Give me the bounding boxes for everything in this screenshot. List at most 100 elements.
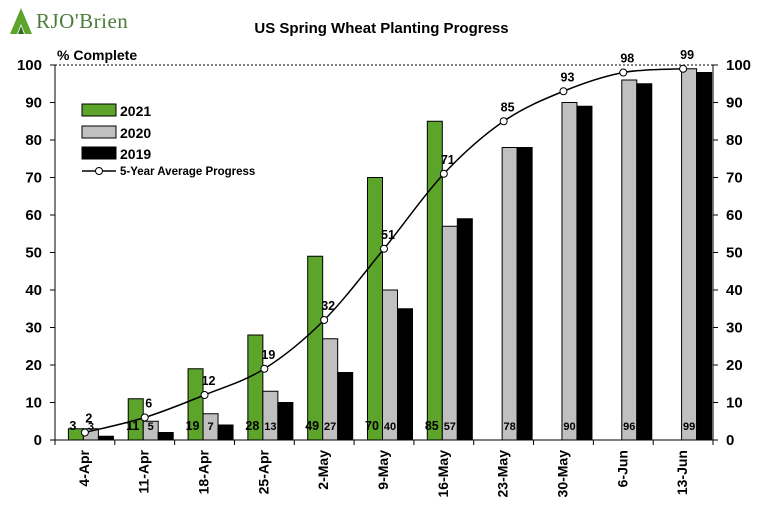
- x-tick-label: 4-Apr: [76, 449, 92, 486]
- legend-label-2019: 2019: [120, 146, 151, 162]
- bar-2021: [187, 368, 204, 441]
- y-tick-label-left: 50: [25, 245, 42, 262]
- line-label: 12: [202, 374, 216, 388]
- x-tick-label: 25-Apr: [255, 449, 271, 494]
- bar-2019: [397, 308, 413, 441]
- bar-2020: [441, 225, 458, 441]
- line-point: [439, 169, 448, 178]
- line-label: 99: [680, 48, 694, 62]
- line-point: [200, 391, 209, 399]
- x-tick-label: 13-Jun: [674, 450, 690, 495]
- brand-logo: RJO'Brien: [10, 8, 128, 34]
- line-point: [499, 117, 508, 126]
- line-label: 32: [321, 299, 335, 313]
- y-tick-label-left: 70: [25, 170, 42, 187]
- bar-label-2020: 57: [444, 421, 456, 433]
- bar-2021: [247, 334, 264, 441]
- line-label: 85: [501, 100, 515, 114]
- bar-2021: [307, 255, 324, 441]
- line-label: 2: [85, 412, 92, 426]
- bar-2021: [367, 177, 383, 441]
- bar-2020: [561, 102, 578, 441]
- line-point: [619, 68, 628, 77]
- bar-2019: [636, 83, 653, 441]
- legend-swatch-2020: [81, 125, 117, 139]
- line-label: 98: [620, 52, 634, 66]
- y-tick-label-left: 30: [25, 320, 42, 337]
- y-tick-label-left: 10: [25, 395, 42, 412]
- y-tick-label-left: 100: [17, 57, 42, 74]
- y-tick-label-left: 40: [25, 282, 42, 299]
- x-tick-label: 18-Apr: [196, 449, 212, 494]
- y-tick-label-right: 90: [726, 95, 743, 112]
- logo-mark-icon: [10, 8, 32, 34]
- bar-2021: [426, 120, 443, 441]
- y-tick-label-right: 80: [726, 132, 743, 149]
- y-tick-label-left: 60: [25, 207, 42, 224]
- legend-swatch-marker: [95, 167, 103, 175]
- y-tick-label-right: 20: [726, 357, 743, 374]
- bar-label-2020: 78: [504, 421, 516, 433]
- y-tick-label-right: 60: [726, 207, 743, 224]
- bar-label-2021: 19: [186, 419, 200, 433]
- y-tick-label-left: 20: [25, 357, 42, 374]
- y-tick-label-right: 40: [726, 282, 743, 299]
- bar-2019: [576, 105, 593, 441]
- bar-2020: [621, 79, 638, 441]
- line-point: [80, 428, 89, 437]
- bar-label-2021: 85: [425, 419, 439, 433]
- y-tick-label-right: 30: [726, 320, 743, 337]
- line-point: [559, 87, 568, 96]
- bar-label-2020: 13: [264, 421, 276, 433]
- x-tick-label: 30-May: [554, 450, 570, 498]
- bar-label-2020: 27: [324, 421, 336, 433]
- bar-2020: [501, 147, 518, 441]
- bar-label-2020: 7: [207, 421, 213, 433]
- bar-2019: [456, 218, 473, 441]
- y-tick-label-left: 80: [25, 132, 42, 149]
- x-tick-label: 9-May: [375, 450, 391, 490]
- y-tick-label-right: 100: [726, 57, 751, 74]
- bar-2020: [142, 420, 159, 441]
- bar-label-2020: 40: [384, 421, 396, 433]
- bar-2019: [157, 432, 174, 441]
- bar-2019: [696, 72, 713, 441]
- legend-swatch-2021: [81, 103, 117, 117]
- logo-text: RJO'Brien: [36, 8, 129, 33]
- bar-label-2021: 49: [305, 419, 319, 433]
- line-label: 93: [561, 70, 575, 84]
- line-label: 19: [261, 348, 275, 362]
- y-tick-label-left: 90: [25, 95, 42, 112]
- line-point: [320, 316, 329, 324]
- x-tick-label: 23-May: [495, 450, 511, 498]
- legend-label-2020: 2020: [120, 125, 151, 141]
- line-label: 6: [145, 397, 152, 411]
- x-tick-label: 16-May: [435, 450, 451, 498]
- bar-2019: [217, 424, 234, 441]
- bar-label-2020: 99: [683, 421, 695, 433]
- bar-2019: [516, 147, 533, 441]
- x-tick-label: 2-May: [315, 450, 331, 490]
- line-point: [679, 64, 688, 73]
- bar-label-2020: 3: [88, 421, 94, 433]
- line-label: 51: [381, 228, 395, 242]
- bar-2019: [337, 372, 354, 441]
- legend-label-2021: 2021: [120, 103, 151, 119]
- bar-label-2020: 90: [563, 421, 575, 433]
- line-point: [380, 244, 388, 253]
- bar-2019: [277, 402, 294, 441]
- y-tick-label-right: 0: [726, 432, 734, 449]
- y-tick-label-right: 50: [726, 245, 743, 262]
- bar-label-2020: 5: [148, 421, 154, 433]
- x-tick-label: 11-Apr: [136, 449, 152, 493]
- bar-label-2021: 70: [365, 419, 379, 433]
- y-tick-label-right: 10: [726, 395, 743, 412]
- bar-label-2020: 96: [623, 421, 635, 433]
- y-axis-label: % Complete: [57, 47, 138, 63]
- legend-label-average: 5-Year Average Progress: [120, 166, 255, 178]
- line-label: 71: [441, 153, 455, 167]
- legend-swatch-2019: [81, 146, 117, 160]
- y-tick-label-right: 70: [726, 170, 743, 187]
- bar-label-2021: 3: [69, 419, 76, 433]
